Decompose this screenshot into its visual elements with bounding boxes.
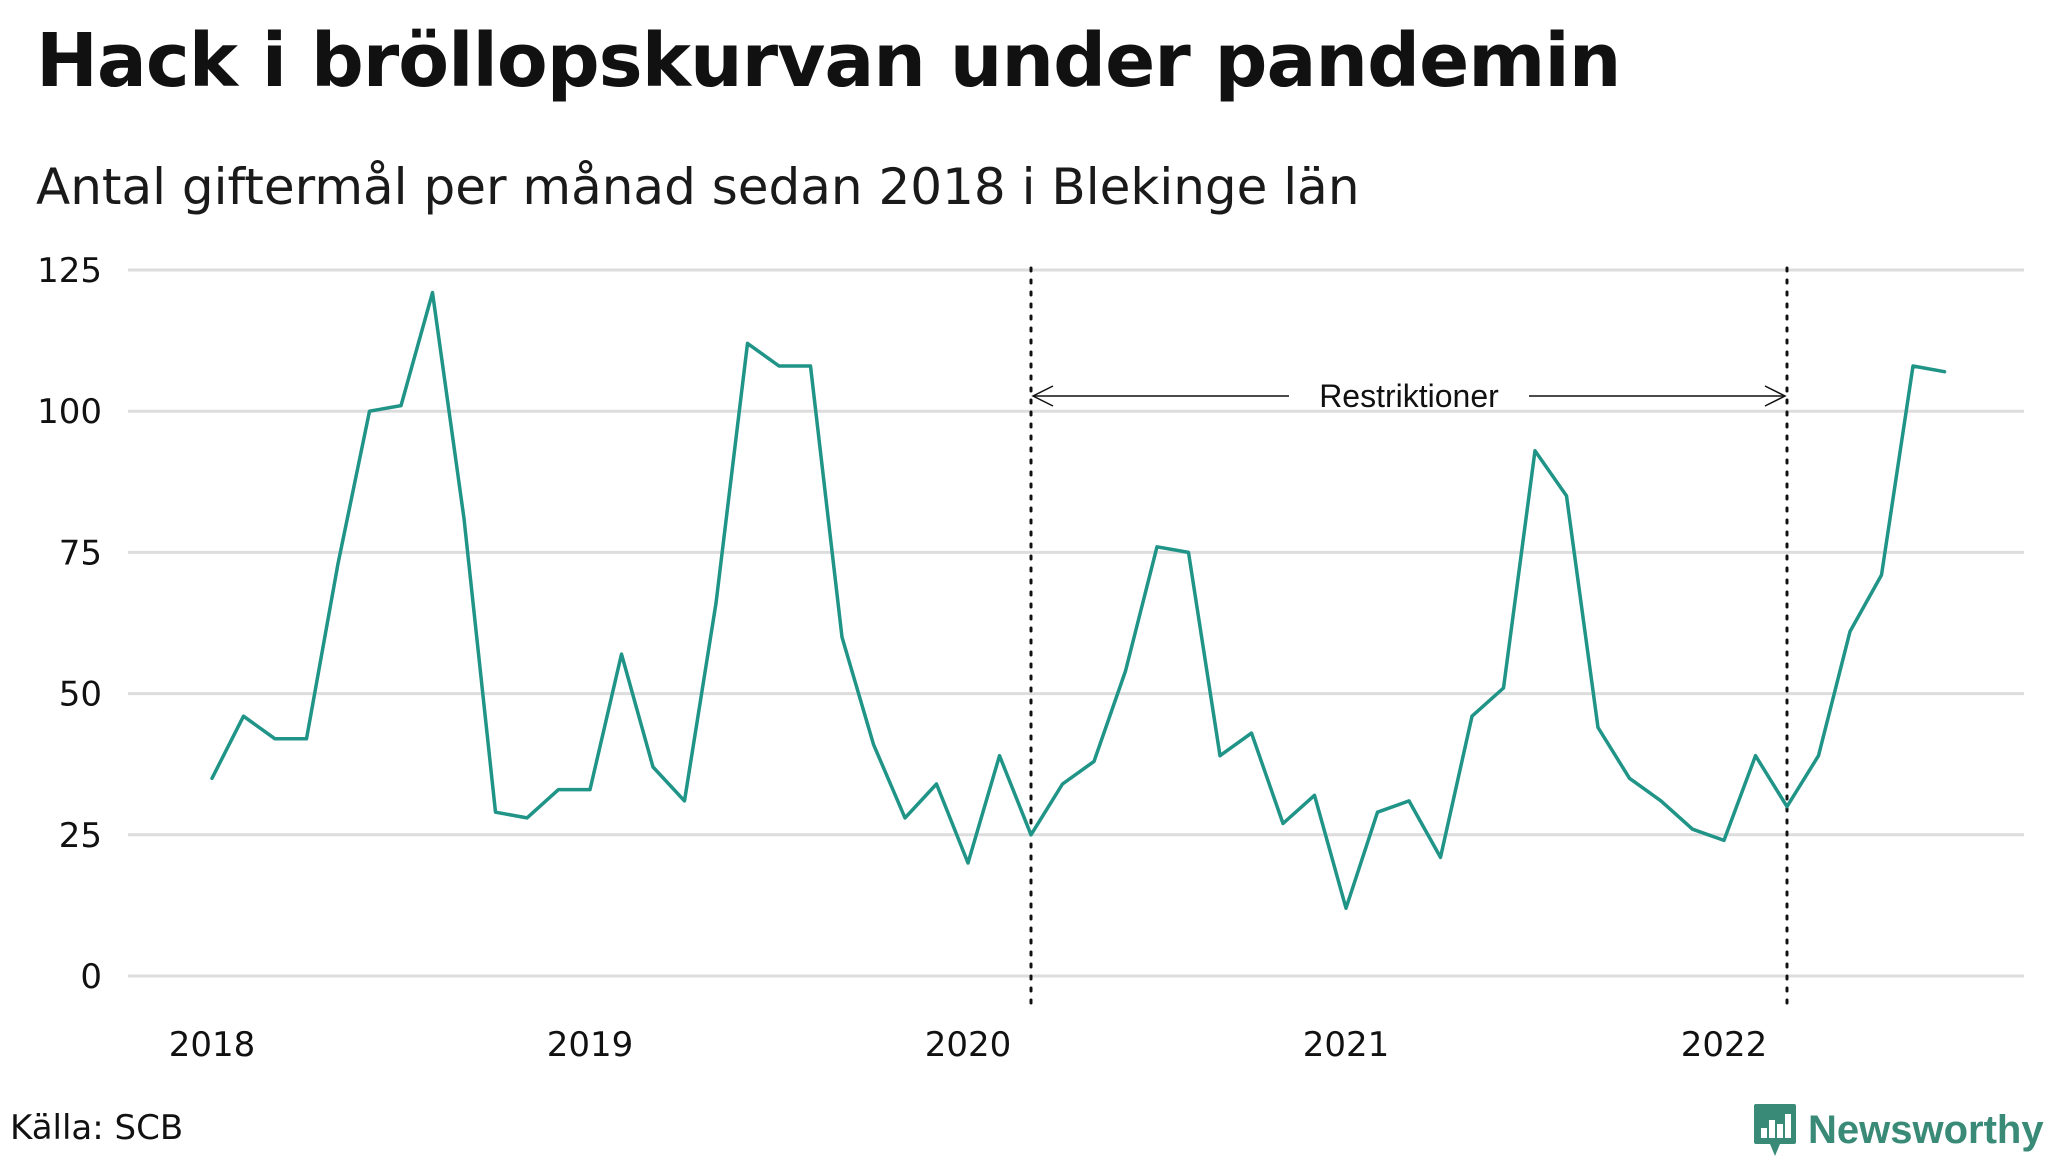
- restrictions-annotation: Restriktioner: [1029, 266, 1789, 1010]
- arrowhead-right-icon: [1764, 385, 1787, 407]
- arrowhead-left-icon: [1031, 385, 1054, 407]
- x-tick-label: 2021: [1303, 1025, 1390, 1065]
- source-note: Källa: SCB: [10, 1108, 184, 1148]
- data-points: [208, 289, 1949, 913]
- series-line: [210, 290, 1947, 910]
- brand-name: Newsworthy: [1808, 1107, 2044, 1152]
- newsworthy-logo-icon: [1754, 1104, 1796, 1156]
- y-tick-label: 125: [37, 251, 102, 291]
- y-axis-ticks: 0 25 50 75 100 125: [37, 251, 102, 997]
- chart-title: Hack i bröllopskurvan under pandemin: [36, 18, 1621, 104]
- y-tick-label: 75: [59, 533, 102, 573]
- x-tick-label: 2019: [547, 1025, 634, 1065]
- x-tick-label: 2018: [169, 1025, 256, 1065]
- chart-subtitle: Antal giftermål per månad sedan 2018 i B…: [36, 158, 1360, 216]
- y-tick-label: 50: [59, 675, 102, 715]
- brand-logo[interactable]: Newsworthy: [1752, 1100, 2044, 1160]
- x-axis-ticks: 2018 2019 2020 2021 2022: [169, 1025, 1768, 1065]
- y-tick-label: 100: [37, 392, 102, 432]
- y-tick-label: 25: [59, 816, 102, 856]
- y-tick-label: 0: [80, 957, 102, 997]
- restrictions-label: Restriktioner: [1319, 378, 1499, 414]
- x-tick-label: 2020: [925, 1025, 1012, 1065]
- x-tick-label: 2022: [1681, 1025, 1768, 1065]
- gridlines: [128, 268, 2024, 978]
